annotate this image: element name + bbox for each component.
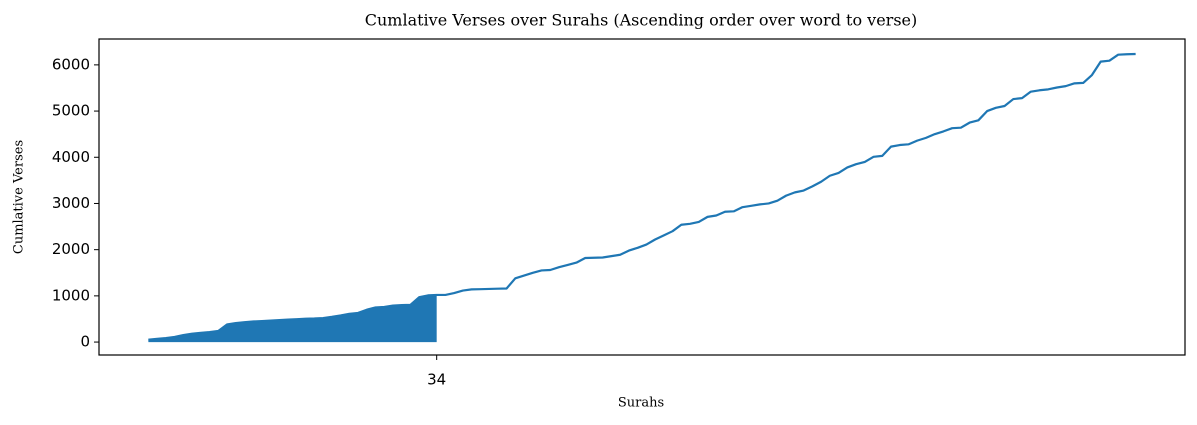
y-tick-label: 3000 (52, 194, 90, 212)
chart-title: Cumlative Verses over Surahs (Ascending … (365, 11, 918, 30)
y-tick-label: 1000 (52, 286, 90, 304)
y-tick-label: 5000 (52, 102, 90, 120)
x-axis-label: Surahs (618, 396, 664, 411)
y-tick-label: 6000 (52, 55, 90, 73)
y-axis-label: Cumlative Verses (12, 140, 27, 254)
y-tick-label: 0 (80, 333, 90, 351)
x-tick-label: 34 (427, 371, 446, 389)
plot-frame (98, 38, 1186, 356)
y-tick-label: 2000 (52, 240, 90, 258)
line (148, 52, 1136, 341)
y-tick-label: 4000 (52, 148, 90, 166)
